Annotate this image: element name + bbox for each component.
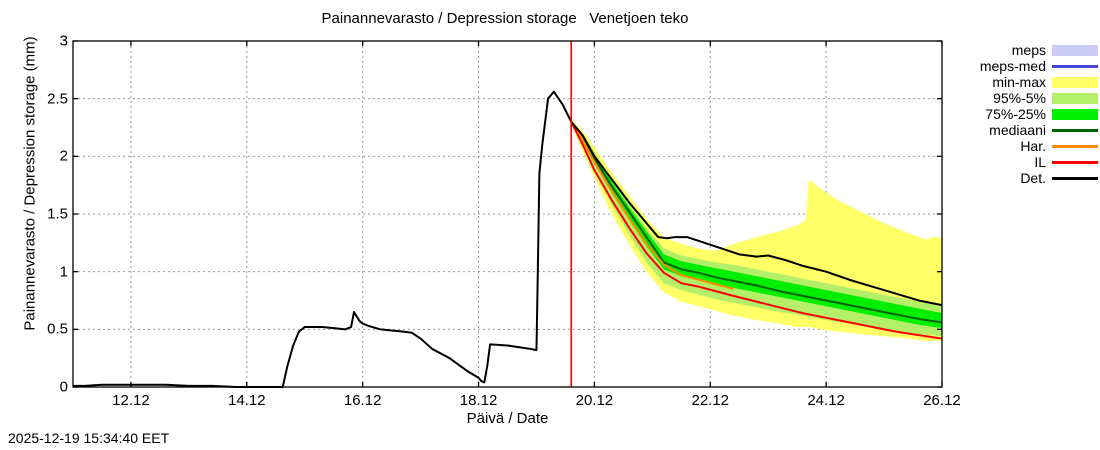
legend-item-meps: meps <box>962 42 1098 58</box>
x-tick-label: 14.12 <box>228 392 266 409</box>
x-tick-label: 18.12 <box>459 392 498 409</box>
legend-item-mediaani: mediaani <box>962 122 1098 138</box>
x-tick-label: 26.12 <box>923 392 961 409</box>
legend-item-meps-med: meps-med <box>962 58 1098 74</box>
legend-swatch <box>1052 76 1098 88</box>
x-tick-label: 20.12 <box>575 392 614 409</box>
legend-item-har: Har. <box>962 138 1098 154</box>
timestamp-label: 2025-12-19 15:34:40 EET <box>8 430 170 446</box>
legend-label: mediaani <box>989 122 1046 138</box>
legend-swatch <box>1052 141 1098 152</box>
band-95-5 <box>571 120 942 337</box>
x-tick-label: 22.12 <box>691 392 730 409</box>
band-min-max <box>571 119 942 341</box>
y-tick-label: 0 <box>59 378 68 396</box>
legend-label: Har. <box>1020 138 1046 154</box>
legend-item-det: Det. <box>962 170 1098 186</box>
y-axis-tick-labels: 0 0.5 1 1.5 2 2.5 3 <box>0 0 68 450</box>
legend-label: min-max <box>992 74 1046 90</box>
y-tick-label: 3 <box>59 32 68 50</box>
chart-title: Painannevarasto / Depression storage Ven… <box>321 10 689 27</box>
y-tick-label: 2 <box>59 147 68 165</box>
legend-swatch <box>1052 125 1098 136</box>
uncertainty-bands <box>571 119 942 341</box>
series-line-har <box>570 121 734 290</box>
chart-legend: meps meps-med min-max 95%-5% 75%-25% mediaani… <box>962 42 1098 186</box>
x-tick-label: 16.12 <box>343 392 382 409</box>
legend-swatch <box>1052 44 1098 56</box>
legend-label: meps-med <box>979 58 1046 74</box>
legend-label: 95%-5% <box>993 90 1046 106</box>
legend-swatch <box>1052 92 1098 104</box>
legend-swatch <box>1052 61 1098 72</box>
legend-label: Det. <box>1020 170 1046 186</box>
plot-background <box>73 41 942 387</box>
y-tick-label: 0.5 <box>47 320 68 338</box>
legend-label: meps <box>1011 42 1046 58</box>
series-line-il <box>570 121 943 340</box>
y-tick-label: 1.5 <box>47 205 68 223</box>
legend-swatch <box>1052 157 1098 168</box>
legend-item-75-25: 75%-25% <box>962 106 1098 122</box>
series-line-mediaani <box>570 121 943 324</box>
legend-item-min-max: min-max <box>962 74 1098 90</box>
y-tick-label: 2.5 <box>47 90 68 108</box>
x-axis-label: Päivä / Date <box>466 410 549 427</box>
x-tick-label: 24.12 <box>807 392 845 409</box>
y-tick-label: 1 <box>59 263 68 281</box>
legend-label: 75%-25% <box>985 106 1046 122</box>
legend-swatch <box>1052 108 1098 120</box>
legend-item-95-5: 95%-5% <box>962 90 1098 106</box>
legend-item-il: IL <box>962 154 1098 170</box>
legend-swatch <box>1052 173 1098 184</box>
axis-ticks <box>73 40 943 388</box>
legend-label: IL <box>1034 154 1046 170</box>
band-75-25 <box>571 121 942 329</box>
x-tick-label: 12.12 <box>112 392 150 409</box>
